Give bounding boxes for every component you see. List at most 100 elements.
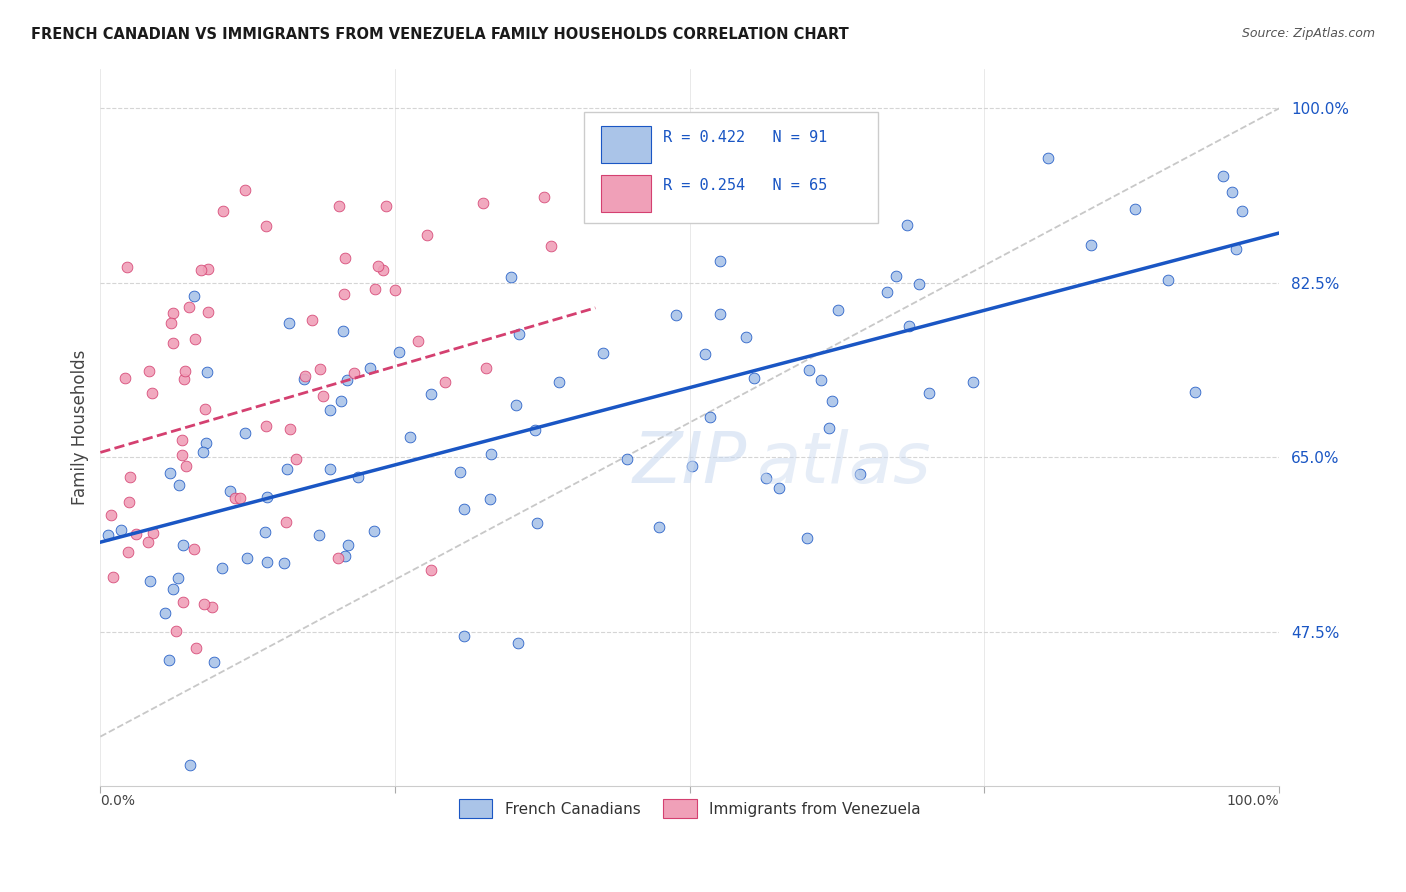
Point bbox=[347, 470, 370, 484]
Point bbox=[359, 361, 381, 376]
Point bbox=[332, 325, 354, 339]
Point bbox=[475, 360, 498, 375]
Point bbox=[363, 524, 385, 539]
Point bbox=[420, 387, 443, 401]
Point bbox=[191, 445, 214, 459]
Point bbox=[141, 386, 163, 401]
Point bbox=[896, 219, 918, 233]
Point bbox=[962, 375, 984, 389]
Point bbox=[211, 561, 233, 575]
Point bbox=[768, 482, 790, 496]
Point bbox=[810, 373, 832, 387]
Point bbox=[162, 306, 184, 320]
Point bbox=[472, 195, 495, 210]
Point bbox=[695, 347, 717, 361]
Point bbox=[97, 528, 120, 542]
Point bbox=[125, 527, 148, 541]
Point bbox=[1212, 169, 1234, 183]
Point bbox=[1232, 204, 1254, 219]
Point bbox=[308, 528, 330, 542]
Point bbox=[328, 199, 350, 213]
Point bbox=[117, 260, 139, 274]
Point bbox=[548, 375, 571, 389]
Point bbox=[212, 204, 235, 219]
Point bbox=[118, 495, 141, 509]
Point bbox=[336, 373, 359, 387]
Point bbox=[319, 462, 342, 476]
Point bbox=[202, 655, 225, 669]
Point bbox=[478, 491, 501, 506]
Point bbox=[884, 268, 907, 283]
Point bbox=[898, 319, 921, 334]
Point bbox=[120, 470, 142, 484]
Point bbox=[1123, 202, 1146, 217]
Point bbox=[233, 426, 256, 441]
Point bbox=[329, 394, 352, 409]
Point bbox=[827, 302, 849, 317]
Point bbox=[408, 334, 430, 349]
Point bbox=[326, 551, 349, 566]
Point bbox=[165, 624, 187, 638]
Point bbox=[294, 369, 316, 384]
Point bbox=[142, 525, 165, 540]
Point bbox=[734, 329, 756, 343]
Point bbox=[170, 433, 193, 447]
Point bbox=[167, 571, 190, 585]
Point bbox=[1225, 243, 1247, 257]
Point bbox=[169, 477, 191, 491]
Point bbox=[183, 289, 205, 303]
Point bbox=[637, 178, 659, 192]
Text: R = 0.422   N = 91: R = 0.422 N = 91 bbox=[662, 129, 827, 145]
Point bbox=[110, 523, 132, 537]
Point bbox=[388, 345, 411, 359]
Point bbox=[153, 606, 176, 620]
Point bbox=[479, 447, 502, 461]
Text: FRENCH CANADIAN VS IMMIGRANTS FROM VENEZUELA FAMILY HOUSEHOLDS CORRELATION CHART: FRENCH CANADIAN VS IMMIGRANTS FROM VENEZ… bbox=[31, 27, 849, 42]
Point bbox=[159, 466, 181, 480]
Point bbox=[647, 520, 669, 534]
Point bbox=[434, 375, 457, 389]
Point bbox=[285, 451, 308, 466]
Point bbox=[280, 422, 302, 436]
Point bbox=[138, 364, 160, 378]
Point bbox=[908, 277, 931, 291]
Point bbox=[419, 563, 441, 577]
Point bbox=[190, 263, 212, 277]
Point bbox=[508, 327, 530, 342]
Point bbox=[681, 459, 703, 474]
Point bbox=[364, 282, 387, 296]
Point bbox=[1157, 273, 1180, 287]
Point bbox=[309, 361, 332, 376]
Point bbox=[114, 371, 136, 385]
Point bbox=[337, 538, 360, 552]
Point bbox=[294, 372, 316, 386]
Point bbox=[582, 114, 605, 128]
Point bbox=[183, 542, 205, 557]
Point bbox=[194, 401, 217, 416]
Point bbox=[236, 551, 259, 566]
Point bbox=[333, 287, 356, 301]
Point bbox=[277, 316, 299, 330]
Point bbox=[333, 549, 356, 563]
Point bbox=[526, 516, 548, 531]
Point bbox=[593, 180, 616, 194]
Point bbox=[371, 262, 394, 277]
Point bbox=[177, 300, 200, 314]
Point bbox=[100, 508, 122, 522]
Point bbox=[224, 491, 246, 506]
Point bbox=[136, 534, 159, 549]
Point bbox=[501, 269, 523, 284]
Point bbox=[918, 386, 941, 401]
Point bbox=[818, 420, 841, 434]
Legend: French Canadians, Immigrants from Venezuela: French Canadians, Immigrants from Venezu… bbox=[451, 791, 928, 825]
Point bbox=[1036, 151, 1059, 165]
Point bbox=[533, 190, 555, 204]
Point bbox=[796, 531, 818, 545]
Point bbox=[616, 452, 638, 467]
Point bbox=[797, 363, 820, 377]
Point bbox=[709, 253, 731, 268]
Point bbox=[524, 423, 547, 437]
Text: R = 0.254   N = 65: R = 0.254 N = 65 bbox=[662, 178, 827, 194]
Point bbox=[183, 333, 205, 347]
Point bbox=[453, 502, 475, 516]
